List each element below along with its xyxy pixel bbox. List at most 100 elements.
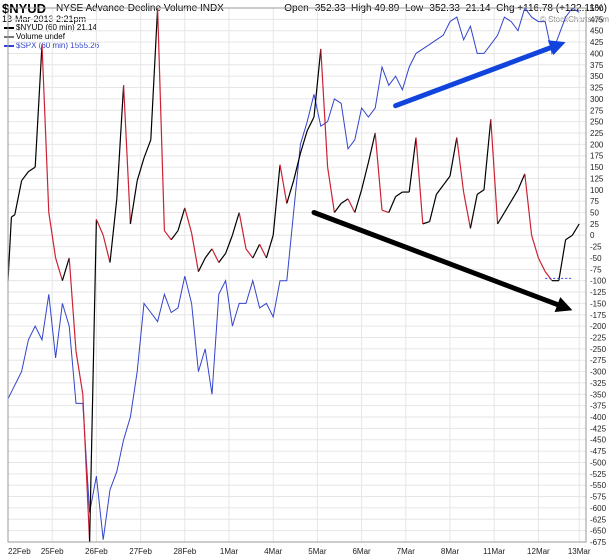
plot-frame [7,7,587,543]
series-segment-nyud-up [469,194,478,229]
series-segment-nyud-up [150,7,159,140]
y-tick-label: 375 [590,61,604,70]
series-segment-nyud-up [429,194,437,222]
series-segment-nyud-down [41,44,50,213]
series-segment-nyud-up [136,157,145,181]
y-tick-label: -150 [590,299,607,308]
series-segment-nyud-up [558,239,567,281]
legend-label-spx: $SPX (60 min) 1555.26 [16,41,100,50]
x-tick-label: 28Feb [173,547,196,556]
series-segment-nyud-down [279,164,288,204]
series-segment-nyud-up [442,175,451,186]
y-tick-label: -325 [590,379,607,388]
series-segment-nyud-down [211,248,220,263]
y-tick-label: -650 [590,527,607,536]
series-segment-nyud-down [381,209,389,214]
y-tick-label: 150 [590,163,604,172]
y-tick-label: -225 [590,333,607,342]
series-segment-nyud-up [177,207,186,231]
y-tick-label: -25 [590,243,602,252]
y-tick-label: -575 [590,493,607,502]
series-segment-nyud-down [191,232,199,272]
series-segment-nyud-up [225,235,233,254]
series-segment-nyud-down [320,48,329,168]
y-tick-label: 250 [590,118,604,127]
series-segment-nyud-up [143,139,152,159]
x-tick-label: 27Feb [129,547,152,556]
y-tick-label: 450 [590,27,604,36]
series-segment-nyud-up [231,212,240,236]
trend-arrow-head [547,40,566,56]
series-segment-nyud-down [48,212,57,259]
series-segment-nyud-down [537,257,546,272]
series-segment-nyud-down [82,394,91,543]
y-tick-label: 475 [590,15,604,24]
y-tick-label: 50 [590,209,599,218]
y-tick-label: -125 [590,288,607,297]
series-segment-nyud-up [34,44,43,168]
series-segment-nyud-up [476,189,485,195]
x-tick-label: 22Feb [8,547,31,556]
series-segment-nyud-up [21,171,29,182]
series-segment-nyud-up [28,166,36,173]
y-tick-label: 200 [590,140,604,149]
series-segment-nyud-up [218,253,227,263]
series-segment-nyud-up [306,116,315,131]
series-segment-nyud-up [408,137,417,193]
series-segment-nyud-up [354,189,363,213]
y-tick-label: -525 [590,470,607,479]
y-tick-label: 0 [590,231,595,240]
x-tick-label: 5Mar [308,547,327,556]
series-segment-nyud-down [238,212,247,249]
y-tick-label: -75 [590,265,602,274]
x-tick-label: 7Mar [397,547,416,556]
series-segment-nyud-up [293,153,301,181]
y-tick-label: 500 [590,4,604,13]
series-segment-nyud-up [422,221,430,225]
series-segment-nyud-up [204,248,213,259]
legend-label-nyud: $NYUD (60 min) 21.14 [16,23,97,32]
trend-arrow-shaft [393,45,554,109]
y-tick-label: 400 [590,49,604,58]
x-tick-label: 25Feb [41,547,64,556]
series-segment-nyud-up [197,257,206,272]
series-segment-nyud-up [299,130,308,154]
series-segment-nyud-down [259,244,267,259]
y-tick-label: -625 [590,515,607,524]
series-segment-nyud-up [388,196,397,213]
series-segment-nyud-up [497,212,505,225]
series-segment-nyud-up [517,173,526,191]
y-tick-label: -375 [590,402,607,411]
series-segment-nyud-up [129,180,138,224]
y-tick-label: 275 [590,106,604,115]
series-segment-nyud-down [163,230,172,241]
legend-swatch-spx [4,44,14,47]
series-segment-nyud-up [252,244,261,259]
grid [7,7,586,543]
series-segment-nyud-down [55,257,63,281]
y-tick-label: 225 [590,129,604,138]
series-segment-nyud-up [449,137,458,177]
trend-arrow-head [554,297,573,313]
y-tick-label: 175 [590,152,604,161]
series-segment-nyud-down [347,198,356,213]
y-tick-label: 100 [590,186,604,195]
legend-swatch-nyud [4,26,14,29]
series-segment-nyud-up [11,214,16,218]
series-segment-nyud-down [524,173,533,236]
series-segment-nyud-down [415,137,424,224]
series-segment-nyud-down [157,7,165,231]
series-segment-nyud-up [435,184,444,195]
y-tick-label: -300 [590,368,607,377]
legend-label-volume: Volume undef [16,32,65,41]
series-segment-nyud-up [571,223,580,236]
series-segment-nyud-up [565,234,573,241]
legend-swatch-volume [4,35,14,38]
series-segment-nyud-down [245,248,254,259]
x-tick-label: 4Mar [264,547,283,556]
series-segment-nyud-up [170,230,179,241]
y-tick-label: -275 [590,356,607,365]
y-tick-label: -600 [590,504,607,513]
x-tick-label: 11Mar [483,547,505,556]
